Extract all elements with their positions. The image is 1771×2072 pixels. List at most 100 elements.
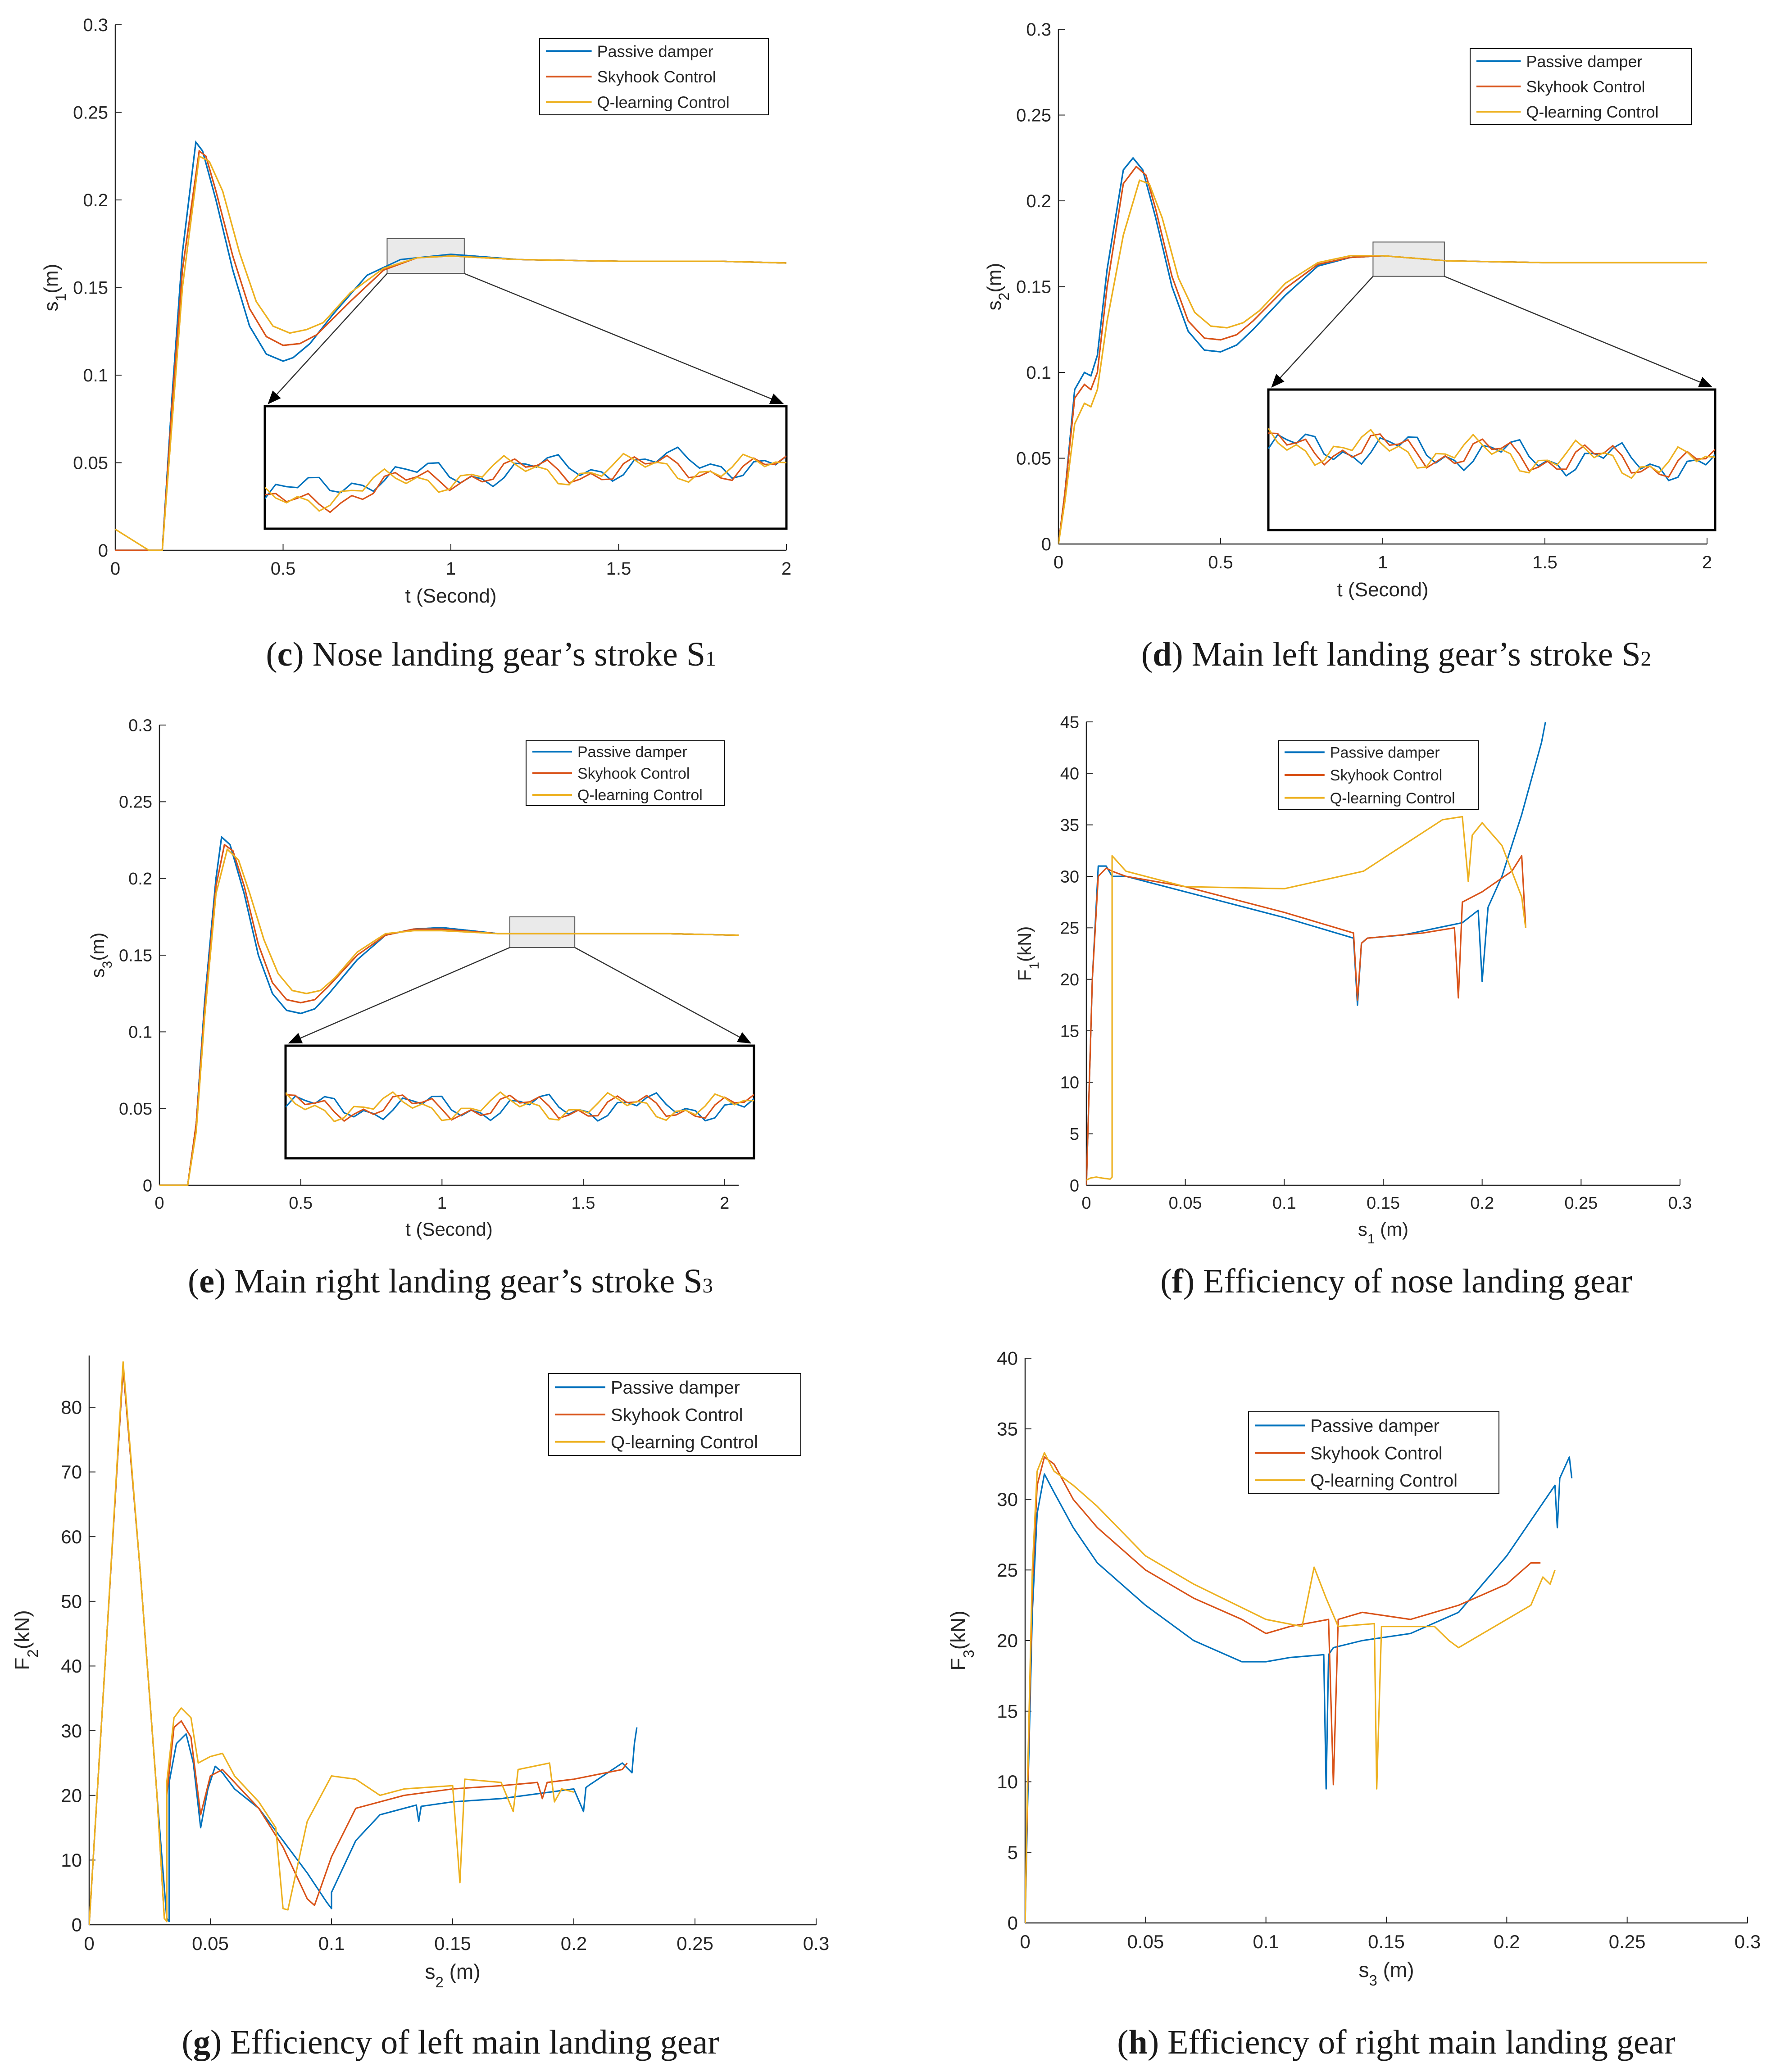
legend: Passive damper Skyhook Control Q-learning …	[548, 1373, 801, 1456]
x-tick-label: 0.25	[1609, 1931, 1646, 1952]
inset-line	[286, 1091, 754, 1123]
x-tick-label: 0	[154, 1194, 164, 1213]
legend-label: Passive damper	[1310, 1416, 1440, 1436]
x-tick-label: 0	[1081, 1194, 1091, 1213]
y-tick-label: 25	[1060, 919, 1079, 938]
x-tick-label: 0.1	[318, 1933, 345, 1954]
series-line	[1025, 1452, 1556, 1923]
x-tick-label: 0.3	[1735, 1931, 1761, 1952]
y-tick-label: 40	[1060, 765, 1079, 784]
y-tick-label: 10	[997, 1771, 1018, 1792]
legend-label: Skyhook Control	[597, 68, 716, 86]
x-tick-label: 0.15	[434, 1933, 471, 1954]
zoom-connector	[1271, 276, 1374, 388]
x-tick-label: 2	[720, 1194, 729, 1213]
series-line	[1025, 1456, 1541, 1923]
y-tick-label: 0.05	[73, 453, 108, 473]
legend: Passive damper Skyhook Control Q-learning …	[539, 38, 769, 115]
inset-line	[1268, 428, 1715, 479]
series-line	[1086, 855, 1526, 1186]
x-tick-label: 0.3	[1668, 1194, 1692, 1213]
series-line	[1025, 1456, 1573, 1923]
caption: (g) Efficiency of left main landing gear	[182, 2023, 719, 2061]
y-tick-label: 5	[1008, 1842, 1018, 1863]
x-tick-label: 0.25	[677, 1933, 713, 1954]
caption: (c) Nose landing gear’s stroke S1	[266, 635, 716, 673]
y-tick-label: 20	[997, 1630, 1018, 1651]
zoom-series	[159, 835, 739, 1186]
x-tick-label: 0.2	[1494, 1931, 1520, 1952]
x-tick-label: 0.25	[1564, 1194, 1598, 1213]
y-tick-label: 0.2	[128, 870, 152, 889]
inset-series	[265, 446, 786, 513]
x-tick-label: 0.05	[1127, 1931, 1164, 1952]
y-tick-label: 60	[61, 1526, 82, 1547]
y-tick-label: 0	[98, 541, 108, 561]
series-line	[89, 1368, 638, 1925]
y-tick-label: 0.05	[1016, 449, 1051, 469]
y-tick-label: 0.15	[1016, 277, 1051, 297]
x-tick-label: 1.5	[1532, 553, 1558, 572]
y-tick-label: 0.05	[119, 1100, 152, 1119]
x-tick-label: 0.05	[192, 1933, 229, 1954]
legend-label: Skyhook Control	[1526, 77, 1645, 96]
x-tick-label: 1.5	[572, 1194, 595, 1213]
y-tick-label: 50	[61, 1591, 82, 1612]
caption: (d) Main left landing gear’s stroke S2	[1141, 635, 1651, 673]
series-group	[89, 1361, 638, 1925]
y-axis-label: F3(kN)	[946, 1610, 977, 1670]
y-axis-label: F1(kN)	[1014, 926, 1042, 981]
y-tick-label: 0.25	[73, 103, 108, 123]
y-tick-label: 0.3	[83, 15, 108, 35]
y-tick-label: 15	[997, 1700, 1018, 1722]
inset-line	[286, 1094, 754, 1122]
legend: Passive damper Skyhook Control Q-learning …	[1278, 740, 1479, 810]
y-tick-label: 0.15	[119, 946, 152, 965]
caption: (h) Efficiency of right main landing gea…	[1117, 2023, 1676, 2061]
series-group	[1086, 721, 1546, 1186]
series-group	[1025, 1452, 1573, 1923]
x-tick-label: 0	[84, 1933, 94, 1954]
y-tick-label: 0.1	[83, 366, 108, 385]
x-tick-label: 0	[110, 559, 120, 579]
y-tick-label: 0	[72, 1914, 82, 1936]
legend: Passive damper Skyhook Control Q-learning …	[526, 740, 725, 806]
x-tick-label: 0.15	[1367, 1194, 1400, 1213]
x-tick-label: 0.1	[1253, 1931, 1279, 1952]
x-tick-label: 0.5	[271, 559, 296, 579]
legend: Passive damper Skyhook Control Q-learning …	[1248, 1411, 1499, 1494]
legend-label: Q-learning Control	[1330, 790, 1455, 807]
y-tick-label: 0.3	[1026, 20, 1051, 40]
panel-d: 0 0.5 1 1.5 2 0 0.05 0.1 0.15 0.2 0.25 0.3 t (Second…	[983, 20, 1717, 673]
x-axis-label: s3 (m)	[1358, 1958, 1414, 1989]
y-tick-label: 40	[61, 1655, 82, 1677]
y-tick-label: 70	[61, 1461, 82, 1483]
y-tick-label: 0.25	[1016, 106, 1051, 126]
legend-label: Skyhook Control	[1310, 1443, 1442, 1463]
y-axis-label: s1(m)	[40, 264, 69, 312]
x-tick-label: 0.5	[1208, 553, 1233, 572]
y-tick-label: 0	[1070, 1176, 1079, 1195]
x-tick-label: 2	[1702, 553, 1712, 572]
panel-g: 0 0.05 0.1 0.15 0.2 0.25 0.3 0 10 20 30 40 50 60 70 80 s…	[10, 1356, 829, 2061]
legend-label: Q-learning Control	[1526, 103, 1658, 121]
zoom-connector	[464, 273, 784, 404]
panel-c: 0 0.5 1 1.5 2 0 0.05 0.1 0.15 0.2 0.25 0.3 t (Second…	[40, 15, 791, 673]
series-line	[1086, 816, 1526, 1181]
x-tick-label: 0.2	[1470, 1194, 1494, 1213]
y-tick-label: 0	[1008, 1913, 1018, 1934]
y-tick-label: 35	[997, 1418, 1018, 1439]
x-tick-label: 0	[1054, 553, 1063, 572]
zoom-inset	[1267, 388, 1717, 531]
legend-label: Skyhook Control	[611, 1405, 743, 1425]
y-tick-label: 30	[997, 1489, 1018, 1510]
x-axis-label: s2 (m)	[425, 1960, 480, 1990]
x-axis-label: s1 (m)	[1358, 1219, 1408, 1247]
x-tick-label: 0.5	[289, 1194, 313, 1213]
inset-series	[286, 1091, 754, 1123]
inset-series	[1268, 428, 1715, 481]
series-line	[115, 155, 787, 551]
legend-label: Passive damper	[597, 42, 713, 60]
x-axis-label: t (Second)	[405, 585, 497, 607]
y-tick-label: 0.1	[1026, 363, 1051, 383]
